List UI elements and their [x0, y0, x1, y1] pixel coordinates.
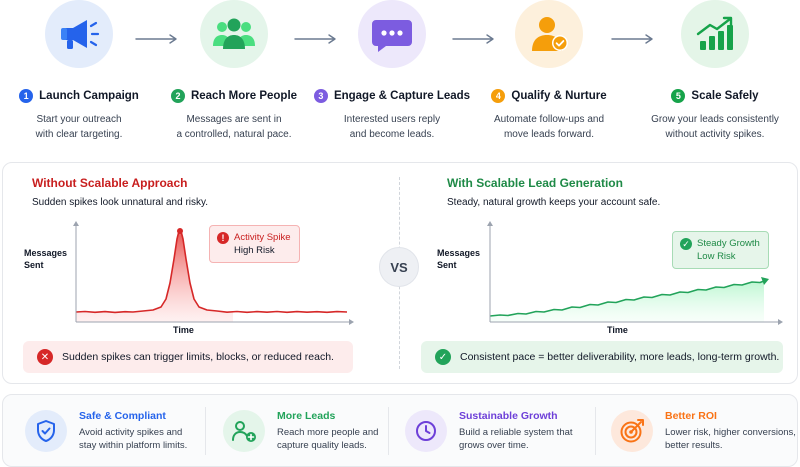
step-number-badge: 2: [170, 89, 185, 103]
right-y-axis-label: Messages Sent: [437, 248, 481, 270]
left-panel-title: Without Scalable Approach: [32, 176, 188, 190]
check-circle-icon: ✓: [435, 349, 451, 365]
step-icon-circle: [200, 0, 268, 68]
benefit-icon-circle: [405, 409, 447, 452]
benefit-safe-compliant: Safe & Compliant Avoid activity spikes a…: [25, 395, 187, 466]
benefit-sustainable-growth: Sustainable Growth Build a reliable syst…: [405, 395, 573, 466]
vs-badge: VS: [379, 247, 419, 287]
error-x-icon: ✕: [37, 349, 53, 365]
trend-arrowhead: [761, 277, 769, 285]
left-x-axis-label: Time: [173, 325, 194, 335]
step-icon-circle: [45, 0, 113, 68]
step-desc-line: Messages are sent in: [186, 114, 282, 125]
step-desc-line: without activity spikes.: [665, 129, 765, 140]
benefits-bar: Safe & Compliant Avoid activity spikes a…: [2, 394, 798, 467]
step-title: Engage & Capture Leads: [333, 90, 471, 102]
benefit-title: More Leads: [277, 409, 336, 422]
steady-area: [490, 281, 764, 322]
add-users-icon: [232, 420, 256, 442]
benefit-title: Safe & Compliant: [79, 409, 166, 422]
step-desc-line: Start your outreach: [36, 114, 122, 125]
arrow-right-icon: [611, 34, 653, 44]
step-icon-circle: [681, 0, 749, 68]
steady-growth-callout: ✓ Steady Growth Low Risk: [672, 231, 769, 269]
step-number-badge: 5: [671, 89, 686, 103]
step-number-badge: 1: [19, 89, 34, 103]
spike-line: [75, 230, 348, 314]
step-desc-line: Automate follow-ups and: [493, 114, 605, 125]
left-spike-chart: [73, 221, 354, 325]
left-warning-note: ✕ Sudden spikes can trigger limits, bloc…: [23, 341, 353, 373]
benefit-icon-circle: [611, 409, 653, 452]
step-scale-safely: 5 Scale Safely Grow your leads consisten…: [636, 0, 794, 142]
people-icon: [213, 18, 255, 49]
left-panel-subtitle: Sudden spikes look unnatural and risky.: [32, 197, 209, 208]
alert-icon: !: [217, 232, 229, 244]
step-desc-line: and become leads.: [349, 129, 435, 140]
benefit-separator: [388, 407, 389, 455]
step-number-badge: 4: [491, 89, 506, 103]
benefit-desc-line: stay within platform limits.: [79, 439, 188, 451]
step-title: Qualify & Nurture: [511, 90, 607, 102]
arrow-right-icon: [452, 34, 494, 44]
step-desc-line: Interested users reply: [343, 114, 441, 125]
right-panel-subtitle: Steady, natural growth keeps your accoun…: [447, 197, 661, 208]
step-number-badge: 3: [313, 89, 328, 103]
step-desc-line: Grow your leads consistently: [651, 114, 779, 125]
arrow-right-icon: [294, 34, 336, 44]
benefit-separator: [205, 407, 206, 455]
megaphone-icon: [61, 20, 100, 49]
benefit-desc-line: better results.: [665, 439, 723, 451]
step-launch-campaign: 1 Launch Campaign Start your outreach wi…: [0, 0, 158, 142]
benefit-desc-line: grows over time.: [459, 439, 529, 451]
steady-line: [489, 280, 765, 317]
chat-bubble-icon: [372, 20, 412, 52]
step-title: Scale Safely: [691, 90, 759, 102]
step-title: Launch Campaign: [39, 90, 139, 102]
target-icon: [620, 418, 644, 442]
benefit-desc-line: capture quality leads.: [277, 439, 367, 451]
benefit-more-leads: More Leads Reach more people and capture…: [223, 395, 378, 466]
benefit-icon-circle: [25, 409, 67, 452]
comparison-panel: VS Without Scalable Approach Sudden spik…: [2, 162, 798, 384]
benefit-desc-line: Reach more people and: [277, 426, 379, 438]
check-icon: ✓: [680, 238, 692, 250]
benefit-separator: [595, 407, 596, 455]
step-icon-circle: [515, 0, 583, 68]
activity-spike-callout: ! Activity Spike High Risk: [209, 225, 300, 263]
arrow-right-icon: [135, 34, 177, 44]
benefit-icon-circle: [223, 409, 265, 452]
step-qualify-nurture: 4 Qualify & Nurture Automate follow-ups …: [470, 0, 628, 142]
spike-peak-point: [177, 228, 183, 234]
benefit-desc-line: Avoid activity spikes and: [79, 426, 183, 438]
step-engage-capture-leads: 3 Engage & Capture Leads Interested user…: [313, 0, 471, 142]
benefit-better-roi: Better ROI Lower risk, higher conversion…: [611, 395, 796, 466]
benefit-desc-line: Lower risk, higher conversions,: [665, 426, 796, 438]
right-panel-title: With Scalable Lead Generation: [447, 176, 623, 190]
step-desc-line: with clear targeting.: [35, 129, 123, 140]
step-desc-line: move leads forward.: [503, 129, 595, 140]
step-icon-circle: [358, 0, 426, 68]
left-y-axis-label: Messages Sent: [24, 248, 68, 270]
right-x-axis-label: Time: [607, 325, 628, 335]
right-steady-chart: [487, 221, 783, 325]
benefit-title: Sustainable Growth: [459, 409, 558, 422]
step-title: Reach More People: [190, 90, 298, 102]
right-success-note: ✓ Consistent pace = better deliverabilit…: [421, 341, 783, 373]
clock-icon: [416, 420, 436, 441]
step-reach-more-people: 2 Reach More People Messages are sent in…: [155, 0, 313, 142]
benefit-desc-line: Build a reliable system that: [459, 426, 573, 438]
growth-chart-icon: [696, 16, 733, 50]
user-check-icon: [532, 17, 568, 51]
step-desc-line: a controlled, natural pace.: [176, 129, 292, 140]
shield-check-icon: [37, 419, 55, 442]
benefit-title: Better ROI: [665, 409, 717, 422]
